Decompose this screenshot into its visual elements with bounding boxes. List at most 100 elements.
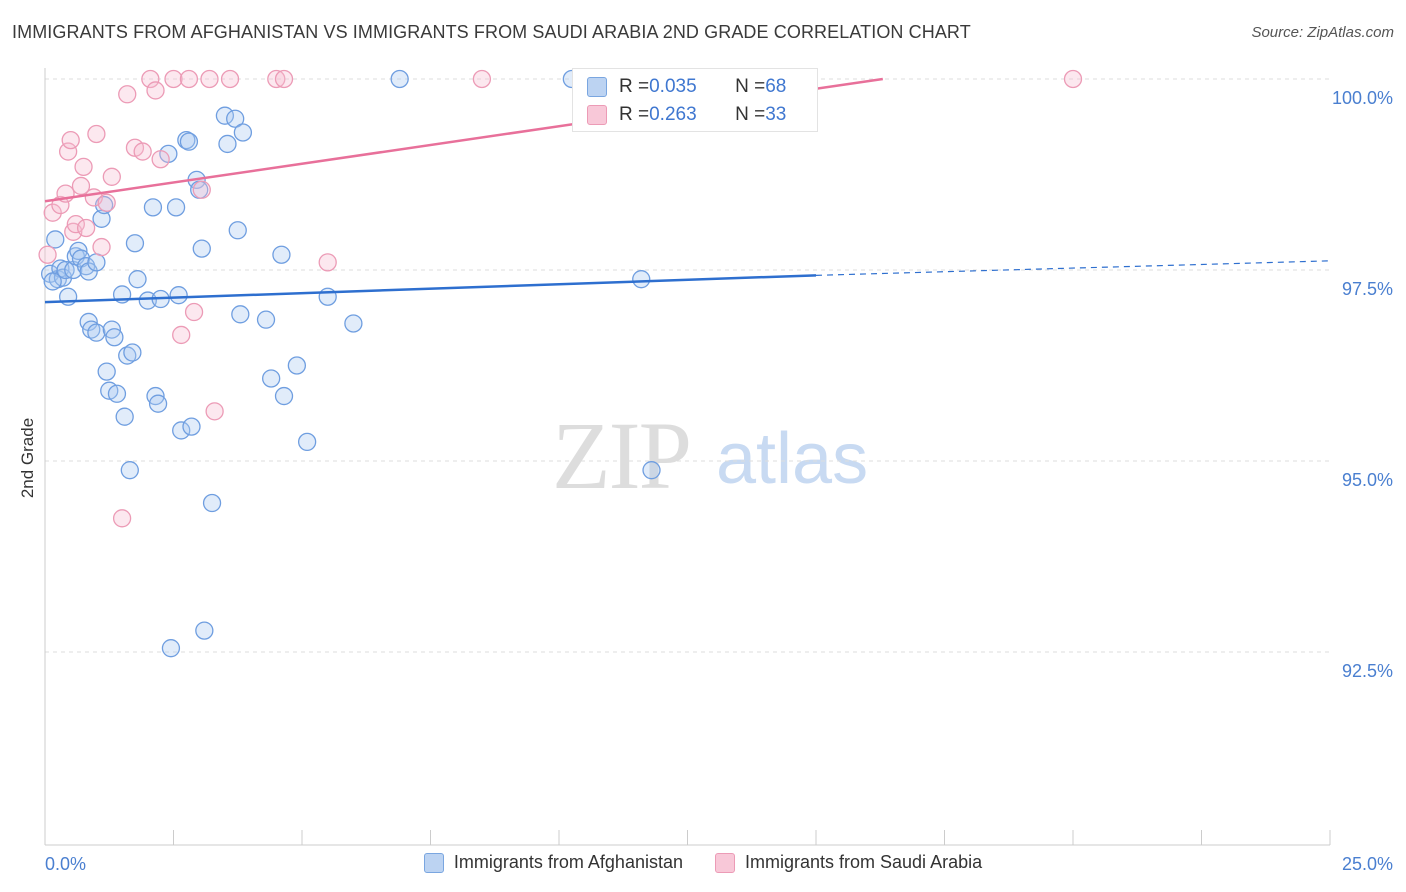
- stats-box: R = 0.035 N = 68 R = 0.263 N = 33: [572, 68, 818, 132]
- n-value-blue: 68: [765, 76, 787, 97]
- point-saudi-15: [102, 167, 121, 186]
- point-afghanistan-12: [79, 262, 98, 281]
- r-value-pink: 0.263: [649, 104, 697, 125]
- point-saudi-21: [146, 81, 165, 100]
- point-saudi-28: [200, 69, 219, 89]
- legend-swatch-pink: [715, 852, 735, 873]
- point-afghanistan-39: [172, 421, 191, 440]
- point-afghanistan-47: [202, 493, 222, 513]
- point-afghanistan-1: [46, 230, 65, 249]
- point-saudi-23: [164, 69, 183, 89]
- point-afghanistan-59: [297, 432, 317, 452]
- point-afghanistan-55: [262, 369, 281, 388]
- point-afghanistan-50: [226, 109, 245, 128]
- chart-title: IMMIGRANTS FROM AFGHANISTAN VS IMMIGRANT…: [12, 22, 971, 42]
- y-tick-label-0: 100.0%: [1332, 88, 1393, 108]
- point-afghanistan-65: [642, 461, 661, 480]
- r-label-pink: R =: [619, 104, 650, 125]
- n-value-pink: 33: [765, 104, 787, 125]
- stats-row-saudi: R = 0.263 N = 33: [587, 100, 786, 130]
- y-tick-label-1: 97.5%: [1342, 279, 1393, 299]
- legend-item-afghanistan[interactable]: Immigrants from Afghanistan: [423, 852, 683, 873]
- point-afghanistan-36: [161, 639, 181, 658]
- point-afghanistan-24: [115, 407, 134, 426]
- point-afghanistan-37: [166, 198, 186, 217]
- stats-swatch-pink: [587, 105, 607, 125]
- point-saudi-24: [172, 325, 191, 345]
- legend-item-saudi[interactable]: Immigrants from Saudi Arabia: [715, 852, 982, 873]
- point-afghanistan-62: [390, 69, 409, 89]
- point-afghanistan-48: [215, 106, 235, 125]
- point-afghanistan-25: [118, 346, 137, 365]
- source-label: Source: ZipAtlas.com: [1251, 24, 1394, 41]
- stats-row-afghanistan: R = 0.035 N = 68: [587, 72, 786, 102]
- point-afghanistan-45: [192, 239, 211, 258]
- point-afghanistan-51: [228, 221, 247, 240]
- point-afghanistan-21: [105, 328, 124, 347]
- point-afghanistan-61: [344, 314, 363, 333]
- point-saudi-27: [192, 180, 211, 199]
- point-saudi-1: [43, 203, 62, 222]
- r-label-blue: R =: [619, 76, 650, 97]
- point-saudi-8: [71, 176, 91, 196]
- watermark-atlas: atlas: [716, 419, 869, 499]
- point-saudi-26: [184, 302, 204, 322]
- point-afghanistan-53: [233, 123, 253, 142]
- point-saudi-7: [66, 215, 85, 234]
- point-saudi-17: [118, 85, 137, 104]
- point-afghanistan-22: [107, 384, 127, 403]
- x-tick-label-1: 25.0%: [1342, 854, 1393, 874]
- point-afghanistan-49: [218, 134, 237, 154]
- point-saudi-19: [133, 142, 152, 161]
- trendline-afghanistan-extension: [815, 260, 1331, 276]
- point-saudi-4: [58, 142, 78, 161]
- n-label-pink: N =: [735, 104, 766, 125]
- point-saudi-20: [141, 69, 160, 89]
- point-saudi-22: [151, 150, 170, 169]
- y-tick-label-2: 95.0%: [1342, 470, 1393, 490]
- point-saudi-13: [92, 237, 111, 257]
- point-afghanistan-28: [125, 234, 145, 253]
- point-afghanistan-46: [195, 621, 214, 640]
- watermark-zip: ZIP: [552, 402, 692, 509]
- point-saudi-32: [274, 69, 294, 89]
- point-afghanistan-27: [123, 343, 142, 362]
- stats-swatch-blue: [587, 77, 607, 97]
- point-afghanistan-26: [120, 461, 139, 480]
- point-saudi-16: [112, 509, 132, 528]
- point-saudi-0: [38, 245, 57, 264]
- n-label-blue: N =: [735, 76, 766, 97]
- point-saudi-9: [74, 157, 93, 177]
- point-afghanistan-33: [148, 394, 168, 413]
- point-afghanistan-57: [274, 386, 294, 406]
- y-axis-label: 2nd Grade: [18, 418, 37, 498]
- point-afghanistan-54: [256, 310, 276, 329]
- point-saudi-31: [267, 69, 286, 89]
- point-afghanistan-42: [182, 417, 201, 436]
- legend-label-afghanistan: Immigrants from Afghanistan: [453, 852, 683, 872]
- point-afghanistan-64: [632, 270, 651, 289]
- point-afghanistan-31: [143, 198, 163, 217]
- point-saudi-29: [205, 402, 224, 421]
- point-afghanistan-60: [318, 287, 337, 306]
- point-saudi-14: [97, 193, 116, 212]
- point-saudi-5: [61, 130, 80, 150]
- point-saudi-35: [1063, 69, 1083, 89]
- y-tick-label-3: 92.5%: [1342, 661, 1393, 681]
- point-afghanistan-67: [87, 253, 106, 272]
- point-saudi-10: [76, 218, 96, 238]
- point-afghanistan-14: [82, 320, 101, 339]
- point-afghanistan-29: [128, 270, 147, 289]
- legend-label-saudi: Immigrants from Saudi Arabia: [745, 852, 983, 872]
- point-saudi-12: [87, 124, 106, 144]
- r-value-blue: 0.035: [649, 76, 697, 97]
- x-tick-label-0: 0.0%: [45, 854, 86, 874]
- point-afghanistan-15: [87, 323, 106, 342]
- point-afghanistan-38: [169, 286, 188, 305]
- point-afghanistan-5: [56, 260, 75, 280]
- legend: Immigrants from Afghanistan Immigrants f…: [0, 852, 1406, 873]
- point-afghanistan-56: [272, 245, 291, 264]
- point-afghanistan-17: [94, 195, 114, 215]
- legend-swatch-blue: [423, 852, 444, 873]
